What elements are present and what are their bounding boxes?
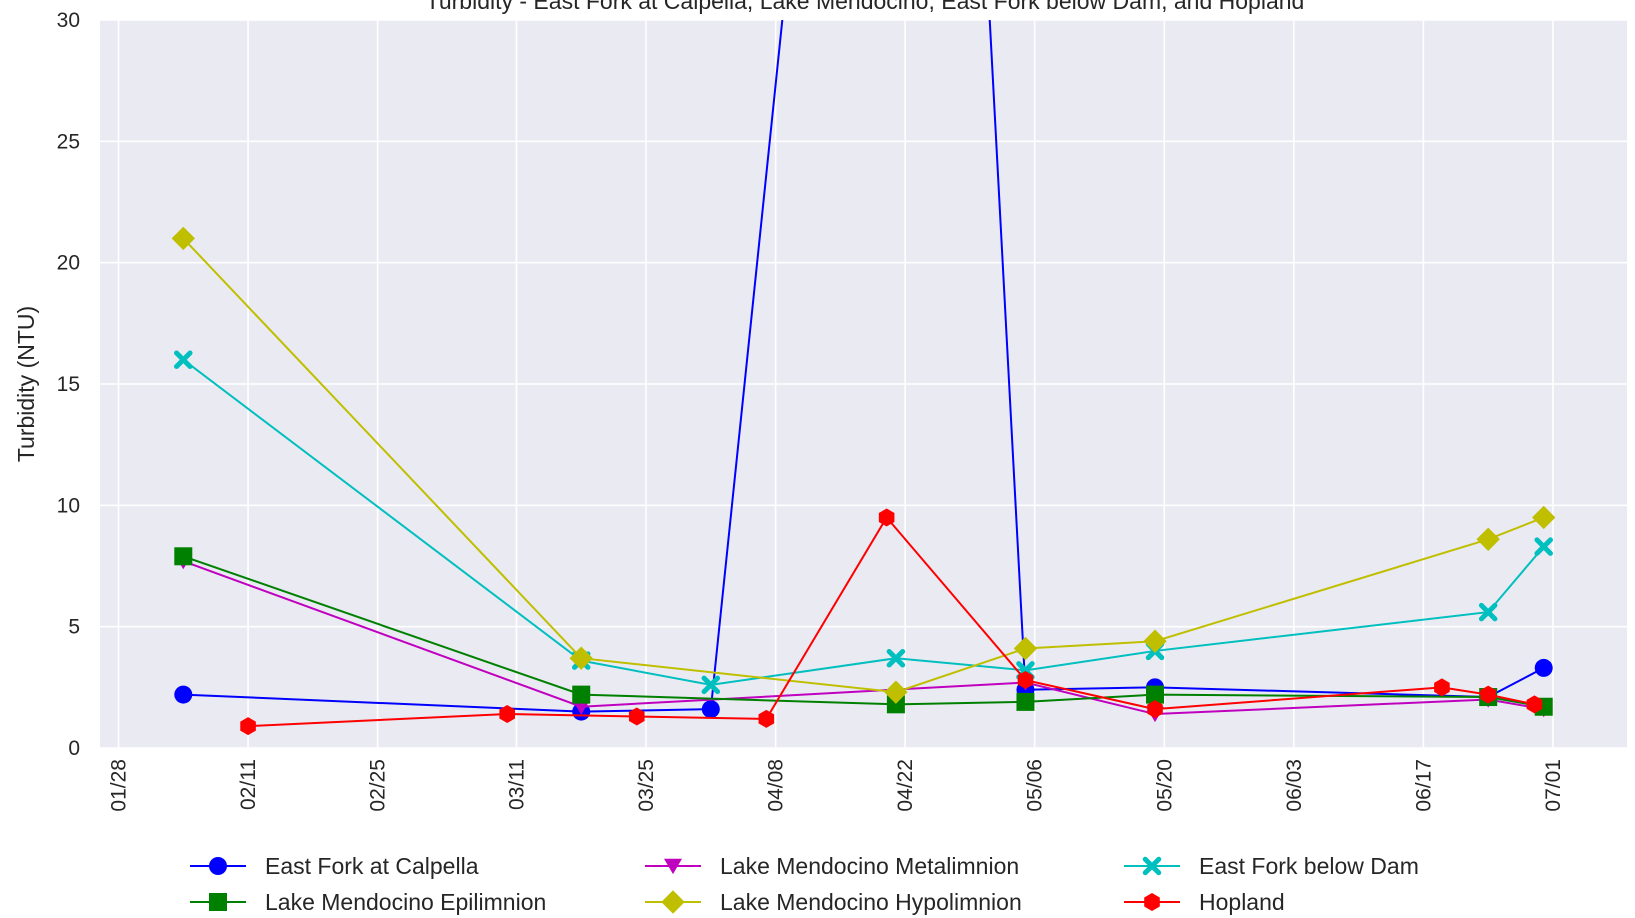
legend-label: Lake Mendocino Epilimnion	[265, 889, 546, 915]
data-point	[664, 858, 682, 875]
x-tick-label: 02/25	[367, 759, 390, 812]
data-point	[174, 547, 193, 566]
series-lake-mendocino-hypolimnion	[171, 226, 1556, 704]
data-point	[1534, 658, 1553, 677]
data-point	[1476, 527, 1500, 552]
chart-title: Turbidity - East Fork at Calpella, Lake …	[426, 0, 1305, 14]
data-point	[569, 646, 593, 670]
legend-label: Hopland	[1199, 889, 1285, 915]
x-tick-label: 01/28	[108, 759, 131, 812]
data-point	[1478, 602, 1498, 622]
x-tick-label: 04/22	[894, 759, 917, 812]
data-point	[1144, 893, 1160, 911]
grid-lines	[100, 19, 1627, 749]
legend-label: Lake Mendocino Metalimnion	[720, 853, 1019, 879]
data-point	[1434, 678, 1450, 697]
data-point	[701, 675, 721, 695]
y-tick-label: 30	[57, 9, 80, 32]
y-tick-label: 0	[68, 737, 80, 760]
x-tick-label: 06/17	[1412, 759, 1435, 812]
data-point	[209, 857, 227, 875]
y-tick-label: 15	[57, 373, 80, 396]
data-point	[499, 705, 515, 724]
data-point	[174, 350, 193, 369]
x-tick-label: 05/06	[1024, 759, 1047, 812]
legend-item: Hopland	[1124, 889, 1285, 915]
y-tick-label: 25	[57, 130, 80, 153]
data-point	[701, 700, 720, 719]
legend-label: East Fork below Dam	[1199, 853, 1419, 879]
data-point	[1147, 700, 1163, 719]
data-point	[1532, 505, 1556, 530]
data-point	[886, 695, 905, 714]
legend-item: Lake Mendocino Hypolimnion	[645, 889, 1022, 915]
data-point	[878, 508, 895, 527]
data-point	[1016, 692, 1035, 711]
legend-label: Lake Mendocino Hypolimnion	[720, 889, 1022, 915]
y-axis-ticks: 0 5 10 15 20 25 30	[57, 9, 80, 760]
x-tick-label: 07/01	[1542, 759, 1565, 812]
data-point	[174, 685, 193, 704]
series-line	[183, 20, 1545, 713]
data-point	[758, 709, 775, 728]
y-axis-label: Turbidity (NTU)	[13, 306, 39, 462]
legend-item: Lake Mendocino Metalimnion	[645, 853, 1019, 879]
data-point	[886, 648, 906, 668]
data-point	[240, 717, 256, 736]
data-point	[1142, 856, 1162, 876]
x-tick-label: 05/20	[1153, 759, 1176, 812]
legend-item: East Fork at Calpella	[190, 853, 479, 879]
data-point	[171, 226, 195, 251]
series-line	[182, 358, 1545, 686]
data-point	[884, 680, 908, 704]
x-tick-label: 03/25	[635, 759, 658, 812]
x-tick-label: 06/03	[1283, 759, 1306, 812]
data-point	[1534, 537, 1553, 556]
data-point	[628, 707, 645, 726]
data-point	[661, 890, 685, 914]
legend-item: East Fork below Dam	[1124, 853, 1419, 879]
legend: East Fork at Calpella Lake Mendocino Meta…	[190, 853, 1419, 915]
data-point	[1146, 685, 1165, 704]
series-line	[248, 515, 1535, 728]
data-point	[1143, 629, 1167, 653]
data-point	[1480, 685, 1496, 704]
legend-label: East Fork at Calpella	[265, 853, 479, 879]
series-lines	[171, 20, 1556, 736]
x-tick-label: 03/11	[505, 759, 528, 810]
y-tick-label: 20	[57, 252, 80, 275]
legend-item: Lake Mendocino Epilimnion	[190, 889, 546, 915]
data-point	[209, 893, 227, 911]
y-tick-label: 5	[68, 616, 80, 639]
data-point	[572, 685, 591, 704]
data-point	[1526, 695, 1543, 714]
series-hopland	[240, 508, 1543, 736]
x-tick-label: 04/08	[765, 759, 788, 812]
y-tick-label: 10	[57, 494, 80, 517]
data-point	[1013, 636, 1038, 661]
x-tick-label: 02/11	[237, 759, 260, 810]
data-point	[1017, 671, 1034, 690]
x-axis-ticks: 01/28 02/11 02/25 03/11 03/25 04/08 04/22 05/06…	[108, 759, 1565, 812]
